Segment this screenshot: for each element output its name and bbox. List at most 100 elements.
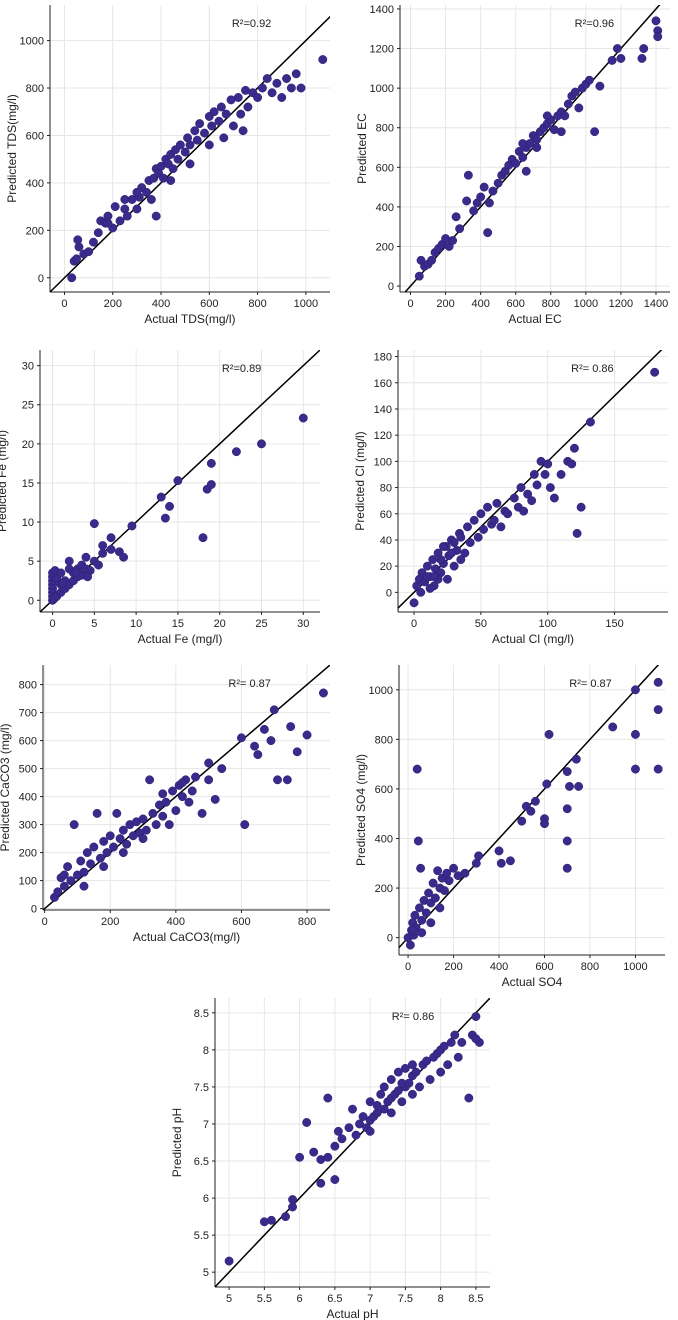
y-tick-label: 5 xyxy=(203,1267,209,1279)
data-point xyxy=(187,786,197,796)
data-point xyxy=(543,459,553,469)
data-point xyxy=(379,1082,389,1092)
y-tick-label: 500 xyxy=(19,764,37,776)
data-point xyxy=(433,866,443,876)
data-point xyxy=(291,69,301,79)
x-tick-label: 1000 xyxy=(574,298,598,310)
data-point xyxy=(195,119,205,129)
data-point xyxy=(151,820,161,830)
y-tick-label: 30 xyxy=(22,361,34,373)
y-tick-label: 800 xyxy=(375,734,393,746)
x-tick-label: 5 xyxy=(91,618,97,630)
data-point xyxy=(110,202,120,212)
data-point xyxy=(479,182,489,192)
y-tick-label: 6.5 xyxy=(194,1156,209,1168)
data-point xyxy=(288,1195,298,1205)
r-squared-annotation: R²= 0.87 xyxy=(569,678,612,690)
data-point xyxy=(532,135,542,145)
data-point xyxy=(216,102,226,112)
x-tick-label: 0 xyxy=(407,298,413,310)
y-tick-label: 6 xyxy=(203,1193,209,1205)
y-tick-label: 100 xyxy=(374,456,392,468)
data-point xyxy=(393,1067,403,1077)
data-point xyxy=(83,572,93,582)
data-point xyxy=(639,44,649,53)
data-point xyxy=(421,908,431,918)
data-point xyxy=(545,483,555,492)
data-point xyxy=(436,1067,446,1077)
data-point xyxy=(358,1112,368,1122)
data-point xyxy=(479,525,488,534)
data-point xyxy=(243,102,253,112)
data-point xyxy=(412,764,422,774)
data-point xyxy=(653,705,663,715)
data-point xyxy=(257,439,266,449)
y-tick-label: 200 xyxy=(26,225,44,237)
data-point xyxy=(138,814,148,824)
data-point xyxy=(98,541,108,550)
data-point xyxy=(173,476,183,486)
data-point xyxy=(469,206,479,216)
data-point xyxy=(565,782,574,791)
data-point xyxy=(612,44,622,53)
scatter-points xyxy=(48,413,308,605)
data-point xyxy=(309,1147,319,1157)
data-point xyxy=(464,1093,474,1103)
y-tick-label: 600 xyxy=(19,736,37,748)
data-point xyxy=(562,836,572,846)
x-tick-label: 400 xyxy=(152,298,170,310)
data-point xyxy=(542,779,552,789)
data-point xyxy=(416,863,426,873)
data-point xyxy=(447,548,456,558)
data-point xyxy=(138,834,148,844)
data-point xyxy=(217,764,227,774)
y-tick-label: 200 xyxy=(19,848,37,860)
data-point xyxy=(88,237,98,247)
data-point xyxy=(95,853,105,863)
data-point xyxy=(530,796,540,806)
data-point xyxy=(112,808,122,818)
data-point xyxy=(238,126,248,136)
data-point xyxy=(444,876,454,886)
data-point xyxy=(204,140,214,150)
data-point xyxy=(98,548,108,558)
data-point xyxy=(156,492,166,502)
y-axis-label: Predicted pH xyxy=(170,1108,184,1177)
y-tick-label: 100 xyxy=(19,876,37,888)
data-point xyxy=(231,447,241,457)
data-point xyxy=(71,567,81,577)
data-point xyxy=(450,1030,460,1040)
x-tick-label: 150 xyxy=(605,618,623,630)
data-point xyxy=(476,509,486,519)
data-point xyxy=(145,775,155,785)
data-point xyxy=(295,1152,305,1162)
x-tick-label: 200 xyxy=(101,916,119,928)
data-point xyxy=(198,533,208,543)
data-point xyxy=(158,789,168,799)
data-point xyxy=(250,741,260,751)
x-axis-label: Actual Fe (mg/l) xyxy=(138,632,223,646)
data-point xyxy=(608,722,618,732)
y-tick-label: 8 xyxy=(203,1045,209,1057)
data-point xyxy=(449,561,459,571)
x-axis-label: Actual pH xyxy=(326,1307,378,1320)
x-tick-label: 20 xyxy=(214,618,226,630)
data-point xyxy=(81,552,91,562)
data-point xyxy=(400,1063,410,1073)
scatter-points xyxy=(224,1012,484,1266)
data-point xyxy=(425,583,435,593)
data-point xyxy=(66,876,76,886)
data-point xyxy=(184,797,194,807)
data-point xyxy=(471,1012,481,1021)
data-point xyxy=(89,519,99,529)
data-point xyxy=(103,218,113,228)
data-point xyxy=(471,858,481,868)
x-tick-label: 5.5 xyxy=(257,1293,272,1305)
y-tick-label: 7 xyxy=(203,1119,209,1131)
x-tick-label: 10 xyxy=(130,618,142,630)
data-point xyxy=(330,1141,340,1151)
x-tick-label: 600 xyxy=(507,298,525,310)
data-point xyxy=(106,533,116,543)
y-tick-label: 0 xyxy=(38,273,44,285)
data-point xyxy=(409,598,419,608)
